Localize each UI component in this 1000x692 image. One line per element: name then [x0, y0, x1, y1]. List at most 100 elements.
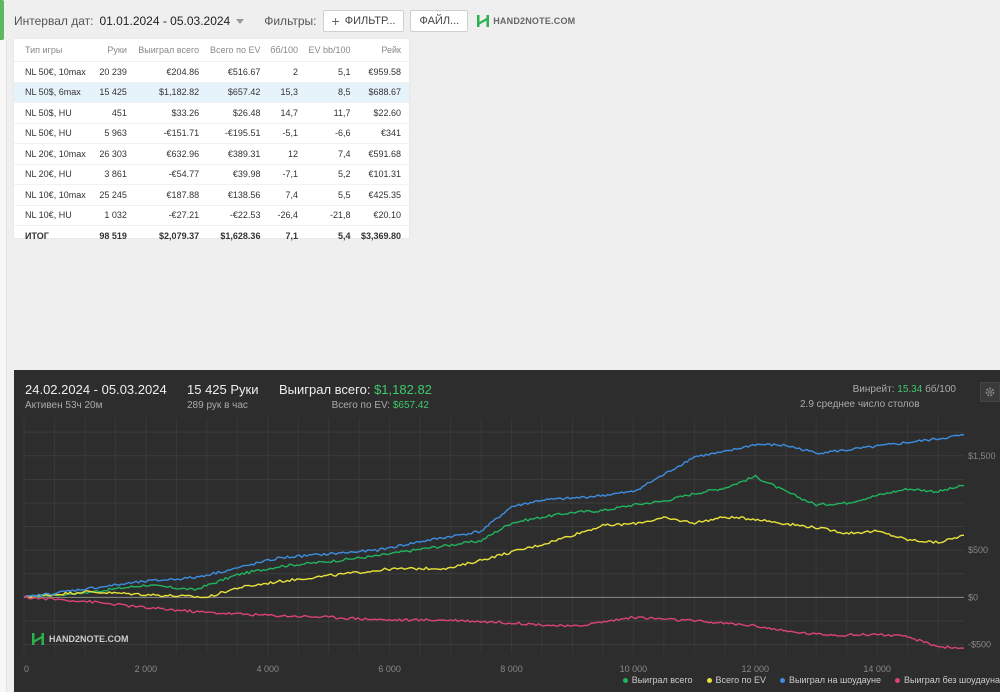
table-row[interactable]: NL 50€, 10max 20 239 €204.86 €516.67 2 5,1 €95… — [14, 61, 409, 83]
legend-item[interactable]: Выиграл на шоудауне — [780, 675, 881, 685]
cell-hands: 451 — [97, 102, 135, 124]
cell-hands: 20 239 — [97, 61, 135, 83]
x-tick-label: 4 000 — [256, 664, 279, 674]
legend-item[interactable]: Всего по EV — [706, 675, 766, 685]
series-line — [23, 433, 965, 598]
date-interval-select[interactable]: 01.01.2024 - 05.03.2024 — [99, 14, 245, 28]
session-hands-rate: 289 рук в час — [187, 400, 248, 411]
cell-bb: -7,1 — [268, 164, 307, 185]
cell-ev: €39.98 — [207, 164, 269, 185]
column-header[interactable]: EV bb/100 — [306, 39, 359, 62]
table-row[interactable]: NL 50$, HU 451 $33.26 $26.48 14,7 11,7 $22.60 — [14, 102, 409, 124]
cell-won: -€54.77 — [134, 164, 208, 185]
table-row[interactable]: NL 50€, HU 5 963 -€151.71 -€195.51 -5,1 -6,6 €… — [14, 123, 409, 144]
graph-watermark: HAND2NOTE.COM — [31, 632, 129, 646]
hand2note-logo-icon — [32, 633, 44, 645]
cell-game: NL 50$, HU — [14, 102, 98, 124]
table-row[interactable]: NL 20€, 10max 26 303 €632.96 €389.31 12 7,4 €5… — [14, 143, 409, 165]
column-header[interactable]: бб/100 — [268, 39, 307, 62]
session-active-time: Активен 53ч 20м — [25, 400, 103, 411]
cell-won: $1,182.82 — [134, 82, 208, 103]
cell-won: €632.96 — [134, 143, 208, 165]
cell-hands: 1 032 — [97, 205, 135, 226]
cell-won: $33.26 — [134, 102, 208, 124]
series-line — [23, 515, 964, 599]
cell-bb: 7,4 — [268, 184, 307, 206]
legend-item[interactable]: Выиграл всего — [622, 675, 693, 685]
cell-game: NL 50€, 10max — [14, 61, 98, 83]
total-ev-value: $657.42 — [392, 400, 429, 411]
table-row[interactable]: NL 10€, 10max 25 245 €187.88 €138.56 7,4 5,5 €… — [14, 184, 409, 206]
cell-evbb: 5,1 — [306, 61, 359, 83]
cell-evbb: 5,5 — [306, 184, 359, 206]
column-header[interactable]: Тип игры — [14, 39, 98, 62]
column-header[interactable]: Выиграл всего — [134, 39, 208, 62]
cell-bb: 15,3 — [268, 82, 307, 103]
cell-ev: €138.56 — [207, 184, 269, 206]
filters-label: Фильтры: — [264, 14, 317, 28]
cell-won: €187.88 — [134, 184, 208, 206]
cell-rake: €20.10 — [358, 205, 409, 226]
column-header[interactable]: Всего по EV — [207, 39, 269, 62]
cell-hands: 15 425 — [97, 82, 135, 103]
table-row[interactable]: NL 10€, HU 1 032 -€27.21 -€22.53 -26,4 -21,8 €… — [14, 205, 409, 226]
cell-ev: $26.48 — [207, 102, 269, 124]
table-row[interactable]: NL 20€, HU 3 861 -€54.77 €39.98 -7,1 5,2 €101.… — [14, 164, 409, 185]
cell-rake: $3,369.80 — [360, 230, 401, 241]
cell-rake: €959.58 — [358, 61, 409, 83]
cell-evbb: 11,7 — [306, 102, 359, 124]
cell-hands: 98 519 — [99, 230, 127, 241]
cell-bb: 2 — [268, 61, 307, 83]
y-tick-label: $0 — [968, 592, 978, 602]
legend-dot-icon — [622, 677, 628, 683]
cell-ev: -€22.53 — [207, 205, 269, 226]
total-ev-label: Всего по EV: — [331, 400, 393, 411]
cell-game: NL 20€, 10max — [14, 143, 98, 165]
chevron-down-icon — [236, 18, 245, 24]
cell-game: NL 20€, HU — [14, 164, 98, 185]
x-tick-label: 14 000 — [863, 664, 891, 674]
total-won-value: $1,182.82 — [374, 382, 432, 397]
side-strip — [0, 40, 7, 692]
cell-ev: $657.42 — [207, 82, 269, 103]
cell-game: NL 50€, HU — [14, 123, 98, 144]
y-tick-label: $1,500 — [968, 451, 996, 461]
cell-game: NL 10€, 10max — [14, 184, 98, 206]
cell-evbb: 7,4 — [306, 143, 359, 165]
graph-legend: Выиграл всего Всего по EV Выиграл на шоуда… — [584, 675, 1000, 685]
cell-bb: 12 — [268, 143, 307, 165]
watermark-text: HAND2NOTE.COM — [49, 634, 129, 644]
cell-rake: €591.68 — [358, 143, 409, 165]
legend-dot-icon — [780, 677, 786, 683]
legend-label: Выиграл на шоудауне — [789, 675, 881, 685]
session-dates: 24.02.2024 - 05.03.2024 — [25, 382, 167, 397]
winrate: Винрейт: 15.34 бб/100 — [800, 384, 956, 395]
cell-game: NL 50$, 6max — [14, 82, 98, 103]
hand2note-logo-icon — [477, 15, 490, 27]
graph-panel: 24.02.2024 - 05.03.2024 Активен 53ч 20м … — [14, 370, 1000, 692]
x-tick-label: 8 000 — [500, 664, 523, 674]
total-won-label: Выиграл всего: — [279, 382, 375, 397]
total-ev: Всего по EV: $657.42 — [279, 400, 429, 411]
legend-label: Выиграл всего — [631, 675, 693, 685]
avg-tables: 2.9 среднее число столов — [800, 399, 920, 410]
cell-game: ИТОГ — [25, 230, 49, 241]
table-header-row: Тип игры Руки Выиграл всего Всего по EV бб/1… — [14, 39, 409, 62]
file-button[interactable]: ФАЙЛ... — [410, 10, 469, 32]
column-header[interactable]: Рейк — [358, 39, 409, 62]
cell-ev: €516.67 — [207, 61, 269, 83]
legend-dot-icon — [895, 677, 900, 683]
gear-icon — [985, 387, 995, 397]
filter-button[interactable]: + ФИЛЬТР... — [322, 10, 405, 32]
legend-item[interactable]: Выиграл без шоудауна — [895, 675, 1000, 685]
cell-won: -€27.21 — [134, 205, 208, 226]
column-header[interactable]: Руки — [97, 39, 135, 62]
total-won: Выиграл всего: $1,182.82 — [279, 382, 432, 397]
table-row[interactable]: NL 50$, 6max 15 425 $1,182.82 $657.42 15,3 8,… — [14, 82, 409, 103]
cell-bb: -5,1 — [268, 123, 307, 144]
filter-bar: Интервал дат: 01.01.2024 - 05.03.2024 Фи… — [14, 10, 575, 32]
graph-settings-button[interactable] — [980, 382, 1000, 402]
cell-ev: $1,628.36 — [220, 230, 261, 241]
file-button-label: ФАЙЛ... — [419, 15, 460, 27]
left-accent-bar — [0, 0, 4, 40]
